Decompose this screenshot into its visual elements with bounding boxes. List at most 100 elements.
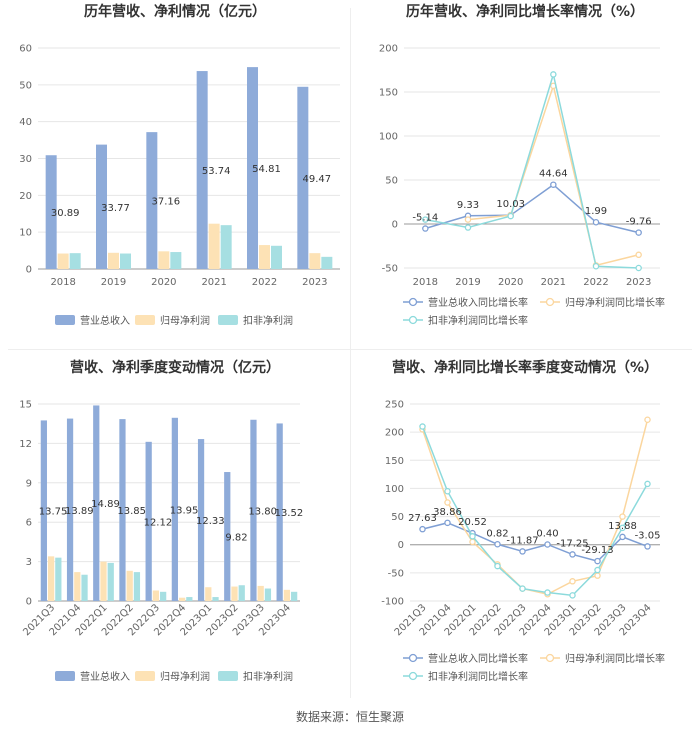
chart-2: 历年营收、净利同比增长率情况（%） -50 0 50 100 150 200 2018 2019… xyxy=(379,3,665,327)
bar-value-label: 13.80 xyxy=(248,506,277,517)
bar-value-label: 12.33 xyxy=(196,516,225,527)
legend-label: 营业总收入同比增长率 xyxy=(428,652,528,665)
bar-营业总收入-2022Q3 xyxy=(145,441,152,601)
bar-value-label: 54.81 xyxy=(252,164,281,175)
vertical-divider xyxy=(350,8,351,698)
bar-value-label: 13.85 xyxy=(117,506,146,517)
point-归母净利润同比增长率-2019 xyxy=(464,216,472,223)
y-tick-label: 10 xyxy=(19,228,32,239)
y-tick-label: 50 xyxy=(19,80,32,91)
legend-marker xyxy=(408,297,418,307)
x-tick-label: 2020 xyxy=(498,277,523,288)
point-value-label: 9.33 xyxy=(457,200,479,211)
bar-归母净利润-2023 xyxy=(309,253,321,269)
y-tick-label: 0 xyxy=(26,597,32,608)
bar-营业总收入-2023Q4 xyxy=(276,423,283,601)
point-营业总收入同比增长率-2023Q2 xyxy=(594,557,601,565)
point-扣非净利润同比增长率-2022Q2 xyxy=(494,562,501,570)
point-归母净利润同比增长率-2023Q2 xyxy=(594,572,601,579)
point-扣非净利润同比增长率-2022Q1 xyxy=(469,533,476,540)
y-tick-label: 0 xyxy=(392,220,398,231)
point-value-label: 0.82 xyxy=(486,528,508,539)
point-value-label: -29.13 xyxy=(581,545,613,556)
bar-扣非净利润-2021Q4 xyxy=(81,574,88,601)
chart-3: 营收、净利季度变动情况（亿元）036912152021Q32021Q42022Q… xyxy=(19,359,303,683)
bar-营业总收入-2022 xyxy=(247,67,258,269)
point-营业总收入同比增长率-2021Q3 xyxy=(419,525,426,533)
bar-归母净利润-2019 xyxy=(108,252,119,269)
legend-label: 归母净利润同比增长率 xyxy=(565,296,665,309)
bar-营业总收入-2023Q1 xyxy=(197,439,205,601)
point-归母净利润同比增长率-2023Q1 xyxy=(569,578,576,585)
bar-营业总收入-2019 xyxy=(96,144,107,269)
bar-营业总收入-2022Q2 xyxy=(119,419,126,601)
bar-营业总收入-2020 xyxy=(146,132,158,269)
bar-营业总收入-2021Q4 xyxy=(66,418,74,601)
point-value-label: 44.64 xyxy=(539,169,568,180)
bar-扣非净利润-2022Q4 xyxy=(186,597,193,601)
point-value-label: 10.03 xyxy=(496,199,525,210)
legend-label: 归母净利润 xyxy=(160,670,210,683)
bar-扣非净利润-2023 xyxy=(321,256,333,269)
point-扣非净利润同比增长率-2023Q4 xyxy=(644,480,651,488)
legend-label: 营业总收入同比增长率 xyxy=(428,296,528,309)
y-tick-label: 12 xyxy=(19,439,32,450)
bar-归母净利润-2023Q3 xyxy=(257,585,264,601)
legend-label: 扣非净利润同比增长率 xyxy=(428,314,528,327)
bar-归母净利润-2022 xyxy=(259,245,270,269)
bar-扣非净利润-2023Q4 xyxy=(291,591,298,601)
point-营业总收入同比增长率-2022 xyxy=(592,218,600,226)
x-tick-label: 2020 xyxy=(151,277,176,288)
point-扣非净利润同比增长率-2023Q3 xyxy=(619,524,626,532)
x-tick-label: 2021 xyxy=(541,277,566,288)
y-tick-label: 60 xyxy=(19,44,32,55)
y-tick-label: -50 xyxy=(382,264,398,275)
y-tick-label: 9 xyxy=(26,478,32,489)
point-扣非净利润同比增长率-2021 xyxy=(550,71,557,78)
point-value-label: -11.87 xyxy=(506,535,538,546)
line-营业总收入同比增长率 xyxy=(425,183,639,234)
point-扣非净利润同比增长率-2023Q1 xyxy=(569,592,576,599)
legend-swatch xyxy=(135,671,155,681)
legend-marker xyxy=(545,297,555,307)
point-扣非净利润同比增长率-2021Q4 xyxy=(444,487,451,495)
bar-归母净利润-2023Q1 xyxy=(205,587,212,601)
chart-title: 历年营收、净利情况（亿元） xyxy=(84,3,266,20)
chart-4: 营收、净利同比增长率季度变动情况（%） -100 -50 0 50 100 150 200 25… xyxy=(381,359,665,683)
point-营业总收入同比增长率-2021 xyxy=(550,181,557,188)
y-tick-label: 100 xyxy=(379,132,398,143)
legend-swatch xyxy=(55,671,75,681)
line-归母净利润同比增长率 xyxy=(421,419,649,596)
point-value-label: -17.25 xyxy=(556,538,588,549)
x-tick-label: 2021 xyxy=(201,277,226,288)
point-营业总收入同比增长率-2022Q3 xyxy=(519,548,526,555)
bar-value-label: 12.12 xyxy=(144,517,173,528)
point-扣非净利润同比增长率-2022 xyxy=(592,262,600,270)
x-tick-label: 2022 xyxy=(583,277,608,288)
bar-扣非净利润-2022Q1 xyxy=(107,562,114,601)
bar-营业总收入-2021 xyxy=(196,71,208,269)
bar-value-label: 49.47 xyxy=(303,174,332,185)
bar-扣非净利润-2021 xyxy=(220,225,232,269)
legend-marker xyxy=(408,653,418,663)
point-value-label: 38.86 xyxy=(433,507,462,518)
bar-归母净利润-2022Q3 xyxy=(152,590,160,601)
bar-营业总收入-2021Q3 xyxy=(40,420,47,601)
horizontal-divider xyxy=(8,349,692,350)
bar-扣非净利润-2019 xyxy=(120,253,131,269)
bar-扣非净利润-2022Q3 xyxy=(160,591,167,601)
x-tick-label: 2023 xyxy=(302,277,327,288)
bar-value-label: 30.89 xyxy=(51,208,80,219)
point-扣非净利润同比增长率-2020 xyxy=(507,212,514,220)
point-归母净利润同比增长率-2021Q4 xyxy=(444,499,451,506)
bar-归母净利润-2022Q2 xyxy=(126,570,133,601)
bar-营业总收入-2023Q3 xyxy=(250,419,257,601)
y-tick-label: 15 xyxy=(19,400,32,411)
point-营业总收入同比增长率-2018 xyxy=(422,225,429,232)
bar-扣非净利润-2023Q1 xyxy=(212,597,219,601)
point-营业总收入同比增长率-2023Q1 xyxy=(569,551,576,558)
point-value-label: -5.14 xyxy=(412,213,438,224)
bar-扣非净利润-2020 xyxy=(170,252,182,269)
point-营业总收入同比增长率-2023 xyxy=(635,229,642,236)
